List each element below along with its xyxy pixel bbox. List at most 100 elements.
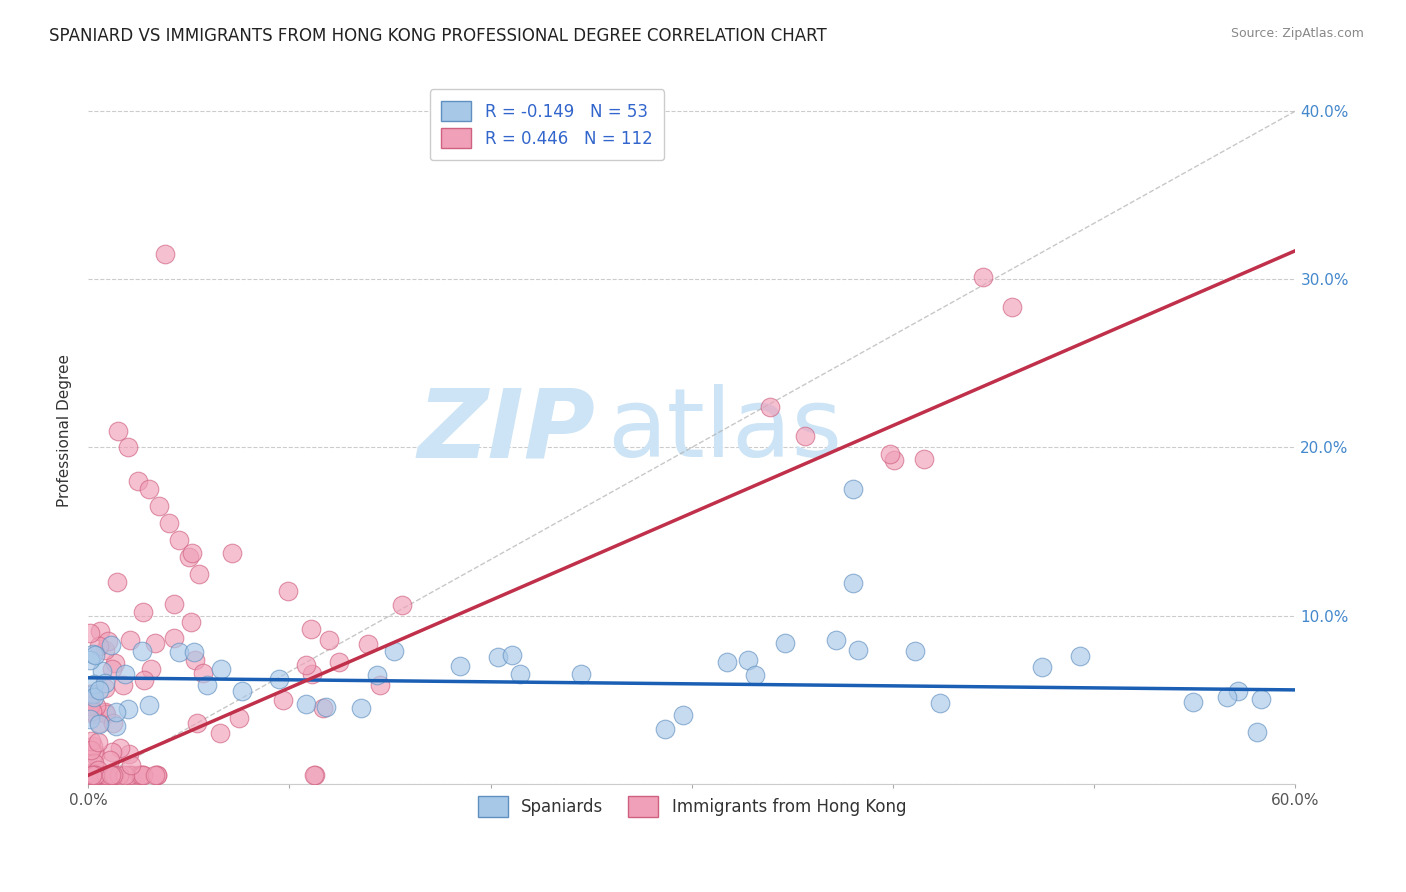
Point (87, 716, 110, 731)
Point (509, 667, 531, 681)
Point (267, 672, 290, 686)
Point (84, 698, 107, 713)
Point (143, 768, 166, 782)
Point (127, 474, 149, 488)
Point (107, 424, 129, 438)
Point (94, 705, 117, 719)
Point (1226, 684, 1249, 698)
Point (132, 673, 155, 687)
Point (83, 706, 105, 721)
Point (87, 715, 110, 730)
Point (84, 768, 107, 782)
Point (1246, 725, 1268, 739)
Point (83, 677, 105, 691)
Point (138, 483, 160, 497)
Point (82, 768, 104, 782)
Point (82, 687, 104, 701)
Point (312, 701, 335, 715)
Point (121, 768, 143, 782)
Point (101, 662, 124, 676)
Point (228, 711, 250, 725)
Text: Source: ZipAtlas.com: Source: ZipAtlas.com (1230, 27, 1364, 40)
Point (79, 768, 101, 782)
Point (79, 712, 101, 726)
Point (97, 634, 120, 648)
Point (83, 746, 105, 760)
Point (120, 757, 142, 772)
Point (80, 733, 103, 747)
Point (91, 665, 114, 679)
Point (912, 452, 935, 467)
Point (328, 655, 350, 669)
Point (79, 698, 101, 713)
Point (132, 768, 155, 782)
Point (391, 599, 413, 613)
Y-axis label: Professional Degree: Professional Degree (58, 354, 72, 507)
Point (571, 666, 593, 681)
Point (80, 764, 103, 779)
Point (80, 688, 103, 702)
Point (79, 687, 101, 701)
Point (103, 768, 125, 782)
Point (148, 500, 170, 514)
Point (104, 656, 127, 670)
Point (382, 644, 405, 658)
Point (187, 566, 209, 581)
Point (96, 768, 118, 782)
Point (486, 649, 509, 664)
Point (449, 659, 471, 673)
Point (883, 453, 905, 467)
Point (315, 700, 337, 714)
Point (80, 704, 103, 718)
Point (79, 768, 101, 782)
Point (84, 648, 107, 662)
Point (114, 667, 136, 681)
Point (118, 768, 141, 782)
Point (295, 657, 318, 672)
Point (271, 693, 294, 707)
Point (928, 696, 950, 710)
Point (671, 708, 693, 723)
Point (79, 743, 101, 757)
Point (295, 697, 318, 711)
Point (1182, 695, 1205, 709)
Point (79, 653, 101, 667)
Point (100, 638, 122, 652)
Point (89, 624, 111, 638)
Point (101, 768, 124, 782)
Point (105, 575, 128, 590)
Point (96, 768, 118, 782)
Point (83, 764, 105, 779)
Point (83, 747, 105, 762)
Point (79, 625, 101, 640)
Text: ZIP: ZIP (418, 384, 595, 477)
Point (231, 684, 253, 698)
Point (1250, 692, 1272, 706)
Point (82, 739, 104, 753)
Point (773, 636, 796, 650)
Point (180, 546, 202, 560)
Point (167, 645, 190, 659)
Point (104, 706, 127, 720)
Point (87, 639, 110, 653)
Point (1031, 660, 1053, 674)
Point (83, 756, 105, 770)
Point (82, 768, 104, 782)
Point (350, 701, 373, 715)
Point (104, 719, 127, 733)
Point (86, 768, 108, 782)
Point (104, 768, 127, 782)
Text: SPANIARD VS IMMIGRANTS FROM HONG KONG PROFESSIONAL DEGREE CORRELATION CHART: SPANIARD VS IMMIGRANTS FROM HONG KONG PR… (49, 27, 827, 45)
Point (1001, 300, 1024, 314)
Point (79, 768, 101, 782)
Point (108, 741, 131, 756)
Text: atlas: atlas (607, 384, 842, 477)
Point (1069, 649, 1091, 664)
Point (177, 549, 200, 564)
Point (759, 400, 782, 414)
Point (87, 763, 110, 777)
Point (84, 768, 107, 782)
Point (101, 715, 124, 730)
Point (167, 533, 190, 547)
Point (100, 768, 122, 782)
